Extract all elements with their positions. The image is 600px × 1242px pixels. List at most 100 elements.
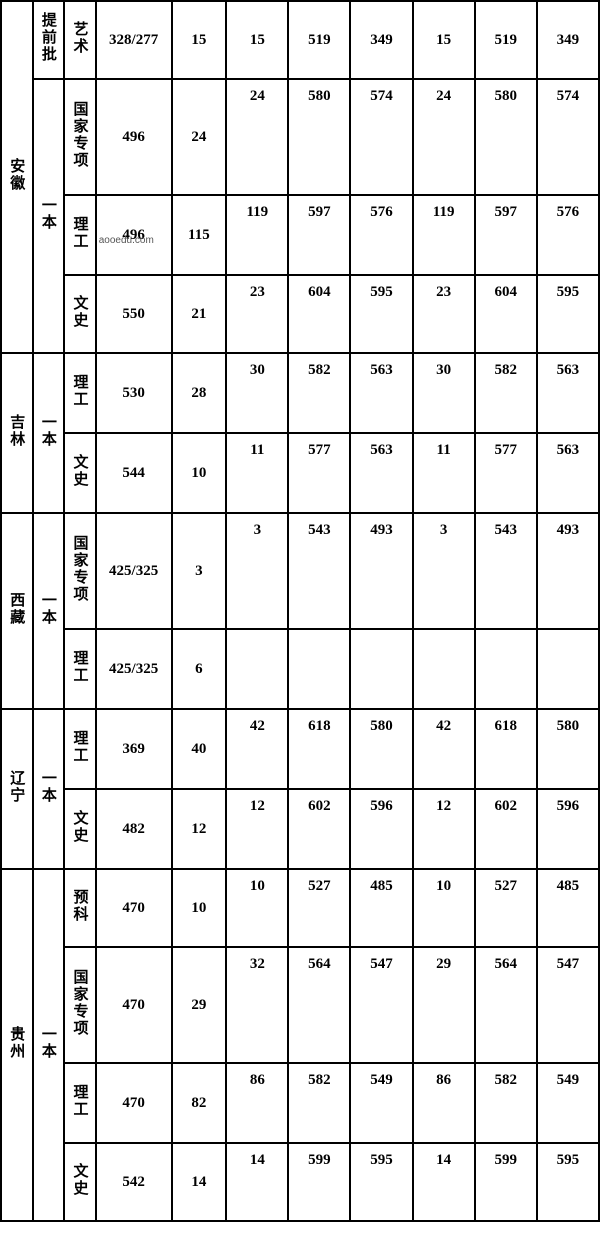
value-cell: 86	[413, 1063, 475, 1143]
category-label: 艺术	[69, 21, 90, 55]
category-label: 文史	[69, 1163, 90, 1197]
value-cell	[475, 629, 537, 709]
value-cell: 10	[172, 433, 227, 513]
value-cell: 24	[413, 79, 475, 195]
province-label: 西藏	[6, 592, 27, 626]
value-cell: 30	[413, 353, 475, 433]
value-cell: 15	[226, 1, 288, 79]
value-cell: 496aooedu.com	[96, 195, 172, 275]
batch-label: 一本	[38, 592, 59, 626]
value-cell: 12	[172, 789, 227, 869]
value-cell: 595	[350, 1143, 412, 1221]
value-cell: 328/277	[96, 1, 172, 79]
table-row: 安徽提前批艺术328/277151551934915519349	[1, 1, 599, 79]
value-cell: 530	[96, 353, 172, 433]
category-label: 理工	[69, 216, 90, 250]
value-cell: 496	[96, 79, 172, 195]
value-cell: 493	[537, 513, 599, 629]
value-cell: 597	[475, 195, 537, 275]
value-cell	[537, 629, 599, 709]
value-cell: 595	[537, 1143, 599, 1221]
province-label: 吉林	[6, 414, 27, 448]
value-cell: 119	[226, 195, 288, 275]
table-row: 文史482121260259612602596	[1, 789, 599, 869]
value-cell	[226, 629, 288, 709]
batch-cell: 提前批	[33, 1, 65, 79]
value-cell: 470	[96, 1063, 172, 1143]
batch-cell: 一本	[33, 513, 65, 709]
category-label: 理工	[69, 1084, 90, 1118]
category-cell: 预科	[64, 869, 96, 947]
province-cell: 吉林	[1, 353, 33, 513]
value-cell: 564	[288, 947, 350, 1063]
value-cell: 599	[475, 1143, 537, 1221]
category-label: 理工	[69, 730, 90, 764]
table-row: 理工496aooedu.com115119597576119597576	[1, 195, 599, 275]
category-cell: 理工	[64, 1063, 96, 1143]
category-cell: 国家专项	[64, 947, 96, 1063]
batch-label: 一本	[38, 414, 59, 448]
value-cell: 28	[172, 353, 227, 433]
value-cell: 602	[288, 789, 350, 869]
admissions-table: 安徽提前批艺术328/277151551934915519349一本国家专项49…	[0, 0, 600, 1222]
category-label: 国家专项	[69, 101, 90, 169]
table-row: 吉林一本理工530283058256330582563	[1, 353, 599, 433]
batch-label: 一本	[38, 197, 59, 231]
value-cell: 574	[350, 79, 412, 195]
province-cell: 安徽	[1, 1, 33, 353]
value-cell: 3	[413, 513, 475, 629]
value-cell: 15	[172, 1, 227, 79]
table-row: 文史544101157756311577563	[1, 433, 599, 513]
province-label: 安徽	[6, 158, 27, 192]
value-cell: 582	[288, 1063, 350, 1143]
value-cell: 10	[226, 869, 288, 947]
value-cell: 485	[537, 869, 599, 947]
value-cell: 595	[537, 275, 599, 353]
value-cell: 24	[226, 79, 288, 195]
value-cell: 599	[288, 1143, 350, 1221]
value-cell: 3	[172, 513, 227, 629]
value-cell: 563	[537, 433, 599, 513]
category-label: 国家专项	[69, 969, 90, 1037]
value-cell: 596	[350, 789, 412, 869]
value-cell: 519	[475, 1, 537, 79]
value-cell: 349	[537, 1, 599, 79]
value-cell: 349	[350, 1, 412, 79]
value-cell: 580	[475, 79, 537, 195]
category-cell: 文史	[64, 789, 96, 869]
table-row: 贵州一本预科470101052748510527485	[1, 869, 599, 947]
category-label: 理工	[69, 374, 90, 408]
category-cell: 文史	[64, 275, 96, 353]
value-cell	[413, 629, 475, 709]
table-row: 西藏一本国家专项425/325335434933543493	[1, 513, 599, 629]
value-cell: 24	[172, 79, 227, 195]
value-cell: 550	[96, 275, 172, 353]
province-cell: 西藏	[1, 513, 33, 709]
value-cell: 563	[537, 353, 599, 433]
value-cell	[350, 629, 412, 709]
value-cell: 580	[288, 79, 350, 195]
value-cell: 543	[288, 513, 350, 629]
value-cell	[288, 629, 350, 709]
batch-cell: 一本	[33, 353, 65, 513]
batch-cell: 一本	[33, 79, 65, 353]
value-cell: 3	[226, 513, 288, 629]
value-cell: 40	[172, 709, 227, 789]
province-label: 辽宁	[6, 770, 27, 804]
batch-cell: 一本	[33, 869, 65, 1221]
value-cell: 542	[96, 1143, 172, 1221]
batch-cell: 一本	[33, 709, 65, 869]
category-cell: 理工	[64, 629, 96, 709]
value-cell: 547	[537, 947, 599, 1063]
category-label: 文史	[69, 295, 90, 329]
value-cell: 595	[350, 275, 412, 353]
value-cell: 21	[172, 275, 227, 353]
value-cell: 14	[226, 1143, 288, 1221]
category-cell: 艺术	[64, 1, 96, 79]
category-label: 预科	[69, 889, 90, 923]
value-cell: 604	[475, 275, 537, 353]
value-cell: 470	[96, 947, 172, 1063]
value-cell: 32	[226, 947, 288, 1063]
table-row: 一本国家专项496242458057424580574	[1, 79, 599, 195]
value-cell: 604	[288, 275, 350, 353]
